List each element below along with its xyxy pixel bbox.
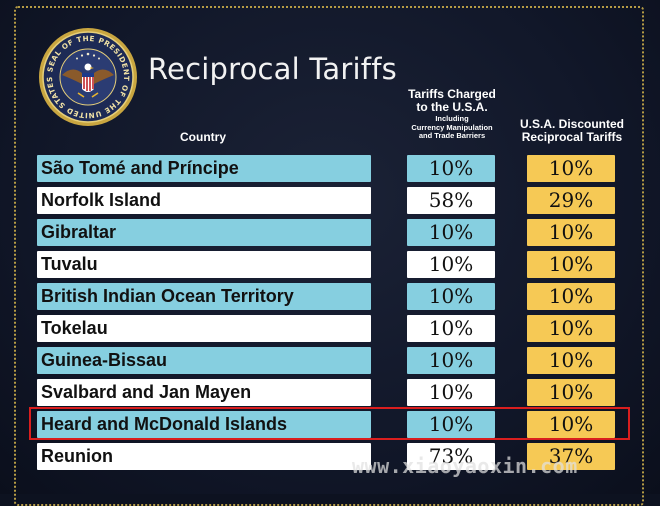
tariff-charged-cell: 73%: [407, 443, 495, 470]
column-header-charged-line-2: to the U.S.A.: [416, 100, 488, 115]
country-cell: Reunion: [37, 443, 371, 470]
table-row: Norfolk Island 58% 29%: [0, 187, 660, 214]
table-row: Gibraltar 10% 10%: [0, 219, 660, 246]
discounted-tariff-cell: 10%: [527, 315, 615, 342]
tariff-charged-cell: 58%: [407, 187, 495, 214]
table-row: British Indian Ocean Territory 10% 10%: [0, 283, 660, 310]
discounted-tariff-cell: 29%: [527, 187, 615, 214]
discounted-tariff-cell: 10%: [527, 379, 615, 406]
table-row: Svalbard and Jan Mayen 10% 10%: [0, 379, 660, 406]
country-cell: Gibraltar: [37, 219, 371, 246]
presidential-seal-icon: SEAL OF THE PRESIDENT OF THE UNITED STAT…: [39, 28, 137, 126]
table-row: Tokelau 10% 10%: [0, 315, 660, 342]
column-header-country: Country: [180, 130, 226, 144]
discounted-tariff-cell: 10%: [527, 347, 615, 374]
tariff-charged-cell: 10%: [407, 315, 495, 342]
country-cell: Tokelau: [37, 315, 371, 342]
discounted-tariff-cell: 10%: [527, 155, 615, 182]
country-cell: Svalbard and Jan Mayen: [37, 379, 371, 406]
column-header-discounted: U.S.A. Discounted Reciprocal Tariffs: [512, 117, 632, 145]
table-row-highlighted: Heard and McDonald Islands 10% 10%: [0, 411, 660, 438]
column-header-tariffs-charged: Tariffs Charged to the U.S.A. Including …: [400, 87, 504, 141]
tariff-charged-cell: 10%: [407, 411, 495, 438]
discounted-tariff-cell: 10%: [527, 411, 615, 438]
tariff-charged-cell: 10%: [407, 251, 495, 278]
watermark: www.xiaoyaoxin.com: [352, 454, 578, 478]
column-header-discounted-line-1: U.S.A. Discounted: [519, 117, 624, 131]
discounted-tariff-cell: 10%: [527, 283, 615, 310]
column-header-discounted-line-2: Reciprocal Tariffs: [521, 130, 623, 145]
highlight-box: [29, 407, 630, 440]
tariff-charged-cell: 10%: [407, 379, 495, 406]
table-row: Reunion 73% 37%: [0, 443, 660, 470]
country-cell: São Tomé and Príncipe: [37, 155, 371, 182]
tariff-charged-cell: 10%: [407, 283, 495, 310]
column-header-charged-sub-3: and Trade Barriers: [418, 131, 486, 141]
tariff-charged-cell: 10%: [407, 155, 495, 182]
column-header-charged-sub-1: Including: [435, 113, 469, 123]
tariff-charged-cell: 10%: [407, 347, 495, 374]
discounted-tariff-cell: 10%: [527, 251, 615, 278]
discounted-tariff-cell: 37%: [527, 443, 615, 470]
country-cell: Norfolk Island: [37, 187, 371, 214]
country-cell: Tuvalu: [37, 251, 371, 278]
table-row: São Tomé and Príncipe 10% 10%: [0, 155, 660, 182]
page-title: Reciprocal Tariffs: [148, 52, 397, 86]
table-row: Guinea-Bissau 10% 10%: [0, 347, 660, 374]
table-row: Tuvalu 10% 10%: [0, 251, 660, 278]
discounted-tariff-cell: 10%: [527, 219, 615, 246]
country-cell: Guinea-Bissau: [37, 347, 371, 374]
column-header-charged-sub-2: Currency Manipulation: [411, 122, 493, 132]
tariff-charged-cell: 10%: [407, 219, 495, 246]
country-cell: Heard and McDonald Islands: [37, 411, 371, 438]
country-cell: British Indian Ocean Territory: [37, 283, 371, 310]
column-header-charged-line-1: Tariffs Charged: [408, 87, 496, 101]
